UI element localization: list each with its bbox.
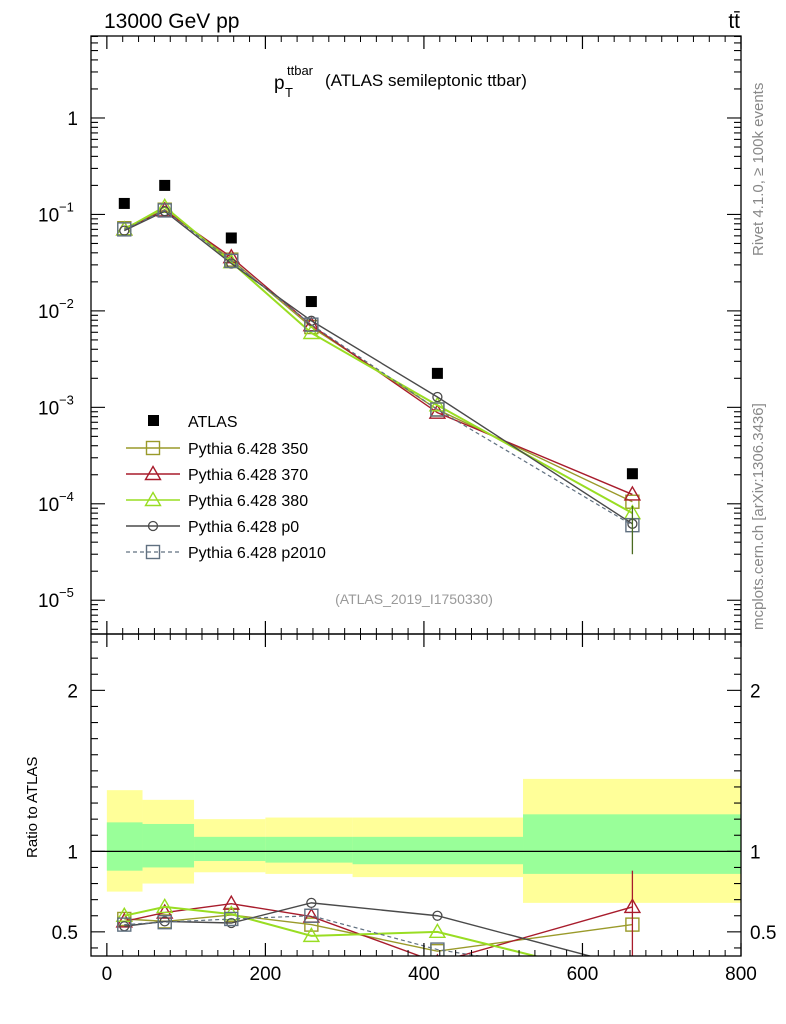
ratio-series-point [115, 912, 134, 928]
y-tick-label-base: 10 [38, 205, 59, 226]
series-point [119, 225, 130, 236]
ratio-inner-band [142, 823, 195, 868]
y-tick-label-exponent: −2 [59, 296, 74, 311]
legend-atlas-label: ATLAS [188, 414, 238, 431]
legend-label: Pythia 6.428 p0 [188, 519, 299, 536]
legend-marker [144, 465, 162, 481]
legend-entry: Pythia 6.428 380 [126, 491, 308, 510]
atlas-data-point [431, 367, 443, 379]
plot-title: p ttbar T (ATLAS semileptonic ttbar) [274, 63, 527, 100]
ratio-series-point [222, 894, 241, 910]
rivet-version-label: Rivet 4.1.0, ≥ 100k events [750, 83, 767, 256]
ratio-series-group [115, 870, 642, 956]
x-tick-label: 600 [567, 964, 599, 985]
series-point [430, 402, 445, 417]
ratio-tick-label: 2 [67, 681, 78, 702]
mcplots-credit-label: mcplots.cern.ch [arXiv:1306.3436] [750, 403, 767, 630]
series-point [159, 206, 170, 217]
header-collision-label: 13000 GeV pp [104, 10, 239, 33]
ratio-inner-band [265, 836, 353, 863]
ratio-series-line [124, 915, 483, 956]
y-tick-label: 1 [67, 109, 78, 130]
ratio-inner-band [352, 836, 524, 865]
x-tick-label: 800 [725, 964, 757, 985]
main-series-group [115, 197, 642, 555]
y-tick-label-base: 10 [38, 495, 59, 516]
series-point [156, 197, 174, 213]
y-tick-label-exponent: −3 [59, 392, 74, 407]
series-point [432, 391, 443, 403]
ratio-series-point [157, 914, 172, 930]
ratio-plot-frame [90, 633, 742, 957]
atlas-data-point [626, 468, 638, 480]
atlas-data-point [225, 232, 237, 244]
y-tick-label-base: 10 [38, 591, 59, 612]
ratio-series-point [432, 910, 443, 921]
title-superscript: ttbar [287, 63, 314, 78]
analysis-watermark: (ATLAS_2019_I1750330) [335, 591, 493, 607]
ratio-series-point [304, 908, 319, 923]
y-tick-label-exponent: −5 [59, 585, 74, 600]
y-tick-label-base: 10 [38, 398, 59, 419]
legend-label: Pythia 6.428 380 [188, 493, 308, 510]
legend-atlas-marker [148, 415, 159, 426]
x-tick-label: 200 [250, 964, 282, 985]
ratio-tick-label-right: 2 [750, 681, 761, 702]
y-tick-label-base: 10 [38, 302, 59, 323]
atlas-data-point [305, 296, 317, 308]
series-point [428, 396, 447, 412]
ratio-series-point [428, 922, 447, 939]
ratio-tick-label-right: 0.5 [750, 923, 776, 944]
series-point [302, 324, 321, 340]
atlas-data-point [118, 197, 130, 209]
ratio-series-line [124, 902, 633, 956]
series-point [117, 222, 132, 237]
ratio-series-point [302, 926, 321, 943]
ratio-tick-label-right: 1 [750, 842, 761, 863]
legend-entry: Pythia 6.428 370 [126, 465, 308, 484]
ratio-series-point [306, 897, 317, 909]
series-point [157, 203, 172, 218]
y-tick-label-exponent: −1 [59, 199, 74, 214]
series-point [304, 317, 319, 332]
legend-marker [144, 491, 162, 507]
title-p: p [274, 73, 285, 94]
ratio-series-point [156, 897, 174, 914]
ratio-series-point [156, 903, 174, 919]
legend: ATLAS Pythia 6.428 350 Pythia 6.428 370 Py… [126, 414, 326, 562]
legend-marker [147, 520, 159, 532]
legend-entry: Pythia 6.428 350 [126, 440, 308, 458]
series-point [623, 485, 642, 501]
series-point [224, 253, 239, 269]
legend-marker [145, 544, 161, 560]
ratio-tick-label: 0.5 [52, 923, 78, 944]
legend-label: Pythia 6.428 350 [188, 441, 308, 458]
ratio-inner-band [523, 814, 741, 874]
curve-layer [115, 179, 642, 956]
ratio-series-point [430, 942, 445, 956]
ratio-tick-label: 1 [67, 842, 78, 863]
ratio-inner-band [194, 836, 266, 862]
atlas-data-point [159, 179, 171, 191]
legend-label: Pythia 6.428 370 [188, 467, 308, 484]
ratio-inner-band [106, 822, 143, 871]
x-tick-label: 400 [408, 964, 440, 985]
ratio-series-line [124, 905, 540, 956]
x-tick-label: 0 [102, 964, 113, 985]
legend-entry: Pythia 6.428 p2010 [126, 544, 326, 562]
title-subscript: T [285, 85, 293, 100]
header-process-label: tt̄ [728, 10, 740, 33]
y-tick-label-exponent: −4 [59, 489, 74, 504]
legend-entry: Pythia 6.428 p0 [126, 519, 299, 536]
legend-label: Pythia 6.428 p2010 [188, 545, 326, 562]
ratio-band-layer [91, 778, 741, 903]
ratio-axis-label: Ratio to ATLAS [24, 757, 41, 858]
ratio-series-point [304, 917, 319, 932]
title-description: (ATLAS semileptonic ttbar) [325, 71, 527, 90]
ratio-series-point [117, 917, 132, 932]
legend-marker [145, 440, 161, 456]
ratio-series-point [224, 911, 239, 927]
